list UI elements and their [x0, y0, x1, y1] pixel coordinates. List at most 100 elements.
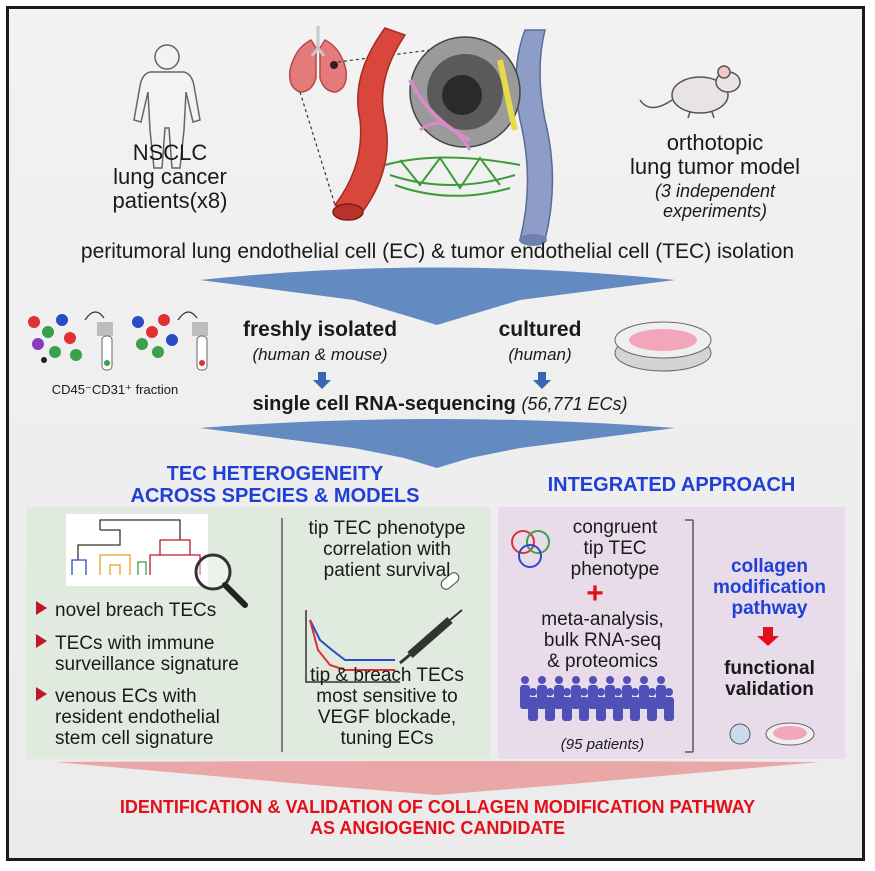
cell-icon	[729, 723, 751, 745]
left-heading-line-1: TEC HETEROGENEITY	[166, 463, 384, 485]
petri-dish-icon	[614, 321, 712, 372]
mouse-label-line-1: orthotopic	[666, 130, 764, 155]
mouse-label: orthotopic lung tumor model	[615, 131, 815, 179]
patients-note: (95 patients)	[560, 736, 645, 753]
mouse-icon	[639, 65, 741, 119]
person-head	[538, 676, 546, 684]
congruent-text: congruent tip TEC phenotype	[570, 517, 660, 580]
cell-mix-icon-2	[132, 314, 178, 358]
tumor-icon	[408, 36, 521, 151]
magnifier-icon	[194, 553, 248, 608]
venn-icon	[511, 530, 550, 568]
lungs-icon	[288, 26, 348, 93]
person-body	[562, 697, 572, 721]
down-arrow-cultured	[533, 372, 551, 389]
bullet-arrow-icon	[36, 601, 47, 615]
conclusion-text: IDENTIFICATION & VALIDATION OF COLLAGEN …	[20, 797, 855, 839]
meta-text: meta-analysis, bulk RNA-seq & proteomics	[541, 609, 664, 672]
cell-mix-icon-1	[28, 314, 82, 363]
plus-sign: +	[586, 577, 604, 610]
survival-text: tip TEC phenotype correlation with patie…	[308, 518, 466, 581]
capillary-network-icon	[384, 156, 521, 197]
person-body	[596, 697, 606, 721]
person-head	[640, 676, 648, 684]
human-body-icon	[133, 44, 201, 169]
mouse-note-line-1: (3 independent	[654, 181, 776, 201]
down-arrow-validation	[757, 627, 779, 646]
right-panel-heading: INTEGRATED APPROACH	[547, 474, 796, 496]
person-head	[589, 676, 597, 684]
human-label-line-2: lung cancer	[113, 164, 227, 189]
person-head	[597, 688, 605, 696]
pathway-text: collagen modification pathway	[713, 556, 826, 619]
bullet-breach-tecs: novel breach TECs	[36, 600, 216, 621]
survival-plot-icon	[305, 610, 400, 683]
person-body	[656, 685, 666, 709]
funnel-arrow-2	[200, 419, 675, 468]
human-label-line-1: NSCLC	[132, 140, 208, 165]
person-body	[520, 685, 530, 709]
human-label-line-3: patients(x8)	[112, 188, 228, 213]
syringe-icon	[399, 609, 463, 665]
conclusion-line-2: AS ANGIOGENIC CANDIDATE	[309, 818, 565, 838]
funnel-arrow-1	[200, 267, 675, 325]
person-body	[613, 697, 623, 721]
person-head	[563, 688, 571, 696]
cultured-title: cultured	[498, 318, 582, 341]
fraction-label: CD45⁻CD31⁺ fraction	[51, 382, 179, 397]
person-body	[622, 685, 632, 709]
person-body	[545, 697, 555, 721]
down-arrow-fresh	[313, 372, 331, 389]
scrna-note: (56,771 ECs)	[521, 394, 628, 414]
mouse-note-line-2: experiments)	[662, 201, 768, 221]
person-head	[529, 688, 537, 696]
person-head	[572, 676, 580, 684]
mouse-label-line-2: lung tumor model	[630, 154, 800, 179]
left-heading-line-2: ACROSS SPECIES & MODELS	[130, 485, 420, 507]
filter-icon	[97, 322, 113, 336]
funnel-arrow-3	[55, 761, 820, 795]
person-body	[588, 685, 598, 709]
validation-text: functional validation	[724, 658, 815, 700]
isolation-text: peritumoral lung endothelial cell (EC) &…	[80, 240, 795, 263]
scrna-line: single cell RNA-sequencing (56,771 ECs)	[180, 393, 700, 416]
person-head	[657, 676, 665, 684]
person-body	[664, 697, 674, 721]
person-head	[614, 688, 622, 696]
bullet-arrow-icon	[36, 634, 47, 648]
scrna-label: single cell RNA-sequencing	[252, 393, 516, 415]
person-body	[537, 685, 547, 709]
person-head	[606, 676, 614, 684]
person-body	[554, 685, 564, 709]
person-body	[630, 697, 640, 721]
artery-icon	[333, 27, 407, 216]
person-body	[528, 697, 538, 721]
patient-group-icon	[520, 676, 674, 721]
person-head	[631, 688, 639, 696]
person-head	[648, 688, 656, 696]
person-head	[623, 676, 631, 684]
person-head	[580, 688, 588, 696]
cultured-note: (human)	[508, 345, 572, 364]
bullet-venous-ecs: venous ECs with resident endothelial ste…	[36, 686, 220, 749]
left-panel-heading: TEC HETEROGENEITY ACROSS SPECIES & MODEL…	[100, 463, 450, 507]
person-body	[571, 685, 581, 709]
person-body	[579, 697, 589, 721]
person-head	[521, 676, 529, 684]
person-body	[647, 697, 657, 721]
person-head	[555, 676, 563, 684]
small-dish-icon	[765, 722, 815, 746]
human-label: NSCLC lung cancer patients(x8)	[90, 141, 250, 213]
mouse-note: (3 independent experiments)	[615, 181, 815, 221]
conclusion-line-1: IDENTIFICATION & VALIDATION OF COLLAGEN …	[119, 797, 756, 817]
zoom-line-bottom	[299, 91, 336, 206]
vegf-text: tip & breach TECs most sensitive to VEGF…	[310, 665, 464, 749]
vein-icon	[515, 29, 554, 241]
person-head	[546, 688, 554, 696]
person-head	[665, 688, 673, 696]
person-body	[639, 685, 649, 709]
person-body	[605, 685, 615, 709]
dendrogram-icon	[66, 514, 208, 586]
bullet-immune-tecs: TECs with immune surveillance signature	[36, 633, 239, 675]
